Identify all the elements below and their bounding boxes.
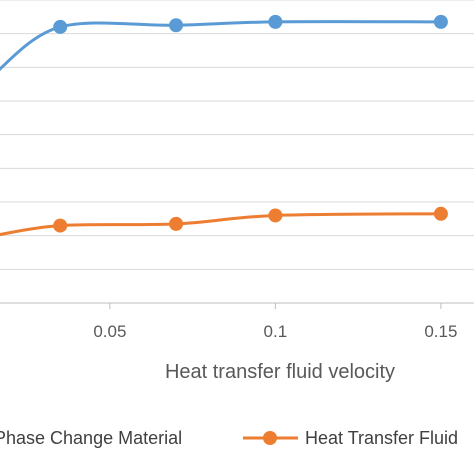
legend-label-phase-change-material: Phase Change Material bbox=[0, 428, 182, 448]
x-axis-ticks: 0.05 0.1 0.15 bbox=[93, 303, 457, 341]
data-point-heat-transfer-fluid bbox=[433, 206, 448, 221]
x-tick-label: 0.05 bbox=[93, 322, 126, 341]
series-layer bbox=[0, 14, 448, 237]
x-axis-title: Heat transfer fluid velocity bbox=[165, 361, 395, 383]
data-point-phase-change-material bbox=[433, 14, 448, 29]
series-line-heat-transfer-fluid bbox=[0, 212, 441, 237]
gridlines bbox=[0, 0, 474, 304]
x-tick-label: 0.15 bbox=[424, 322, 457, 341]
x-tick-label: 0.1 bbox=[264, 322, 288, 341]
data-point-heat-transfer-fluid bbox=[268, 208, 283, 223]
data-point-phase-change-material bbox=[268, 14, 283, 29]
legend: Phase Change Material Heat Transfer Flui… bbox=[0, 428, 458, 448]
data-point-heat-transfer-fluid bbox=[169, 216, 184, 231]
legend-label-heat-transfer-fluid: Heat Transfer Fluid bbox=[305, 428, 458, 448]
legend-marker-heat-transfer-fluid bbox=[263, 431, 277, 445]
data-point-heat-transfer-fluid bbox=[53, 218, 68, 233]
data-point-phase-change-material bbox=[169, 18, 184, 33]
data-point-phase-change-material bbox=[53, 19, 68, 34]
